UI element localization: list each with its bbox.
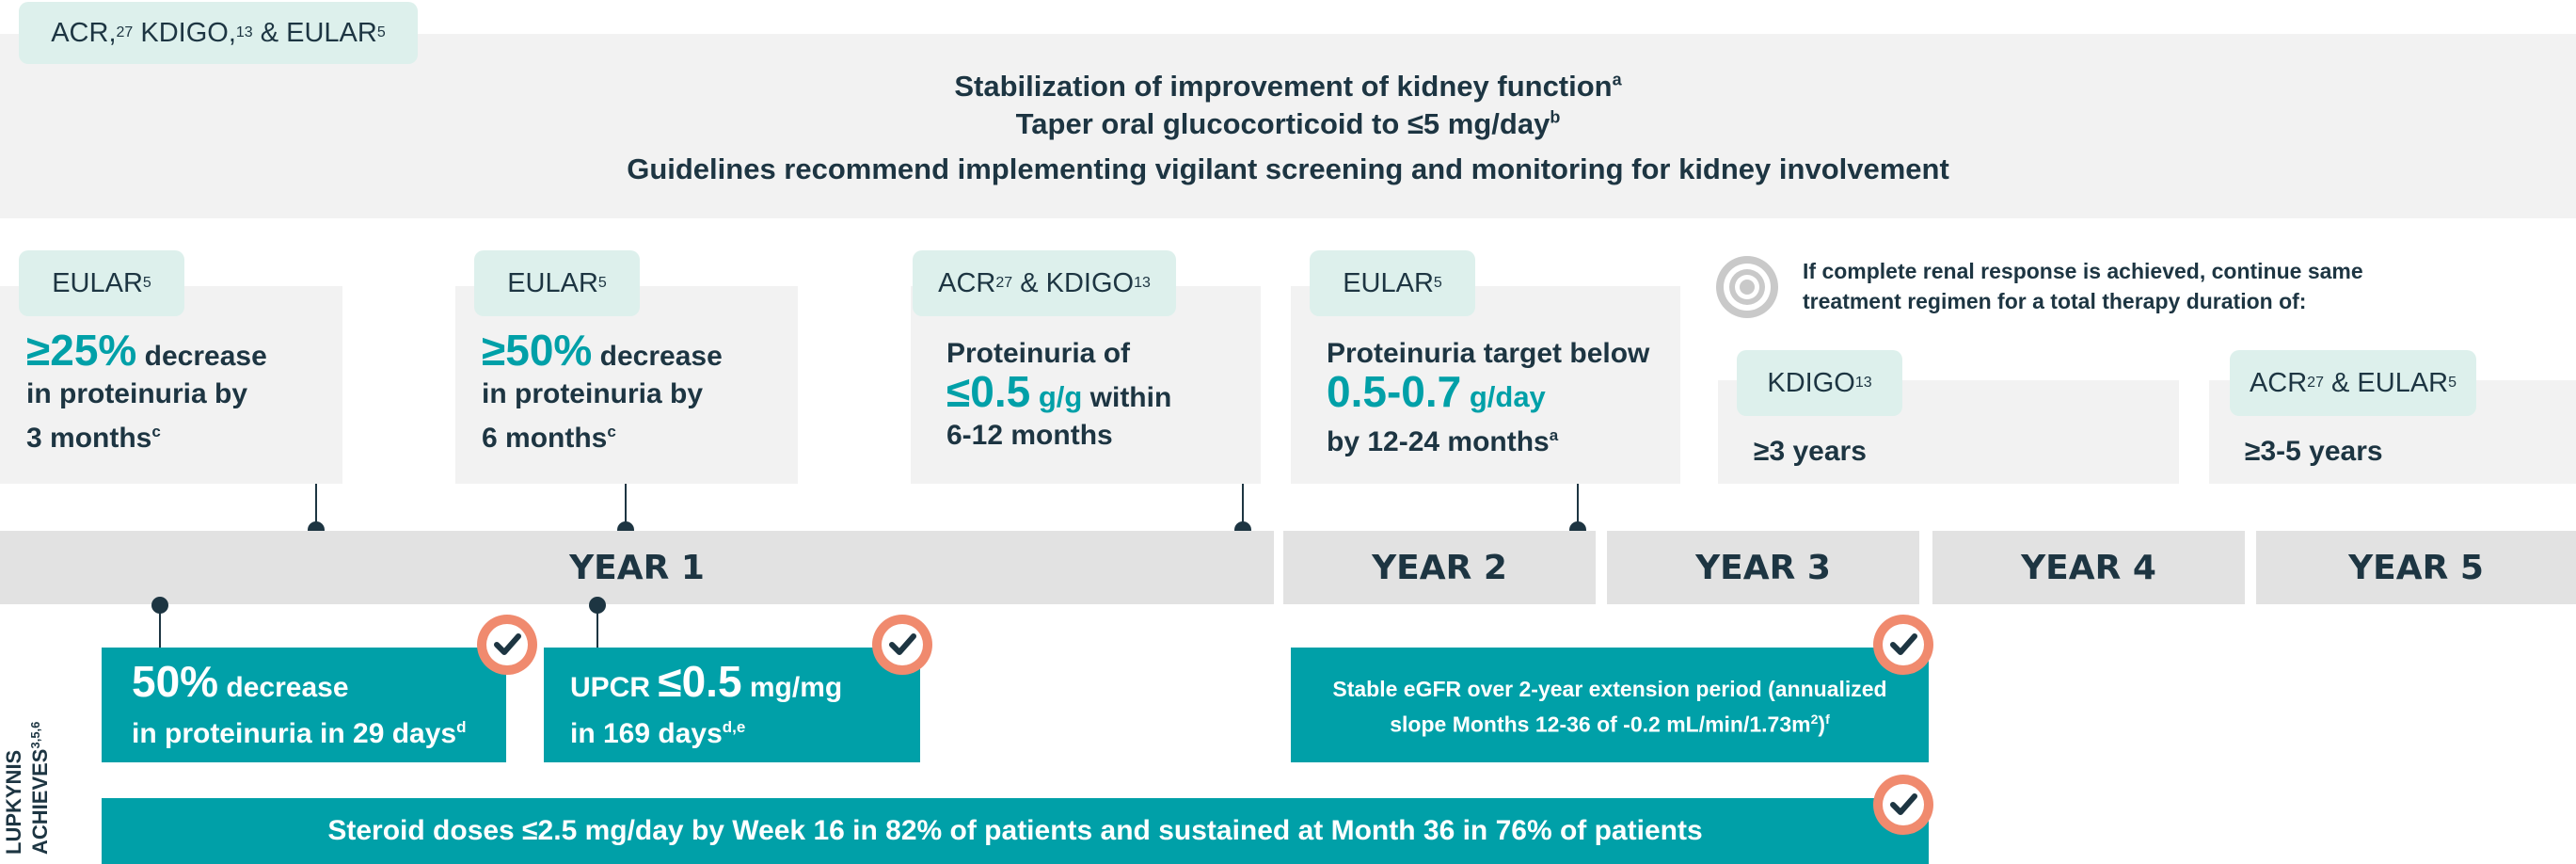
- connector-line: [1242, 484, 1244, 527]
- connector-line: [596, 604, 598, 648]
- card-3-text: Proteinuria of ≤0.5 g/g within 6-12 mont…: [946, 338, 1172, 451]
- banner-line-3: Guidelines recommend implementing vigila…: [627, 152, 1949, 185]
- achievement-box-4: Steroid doses ≤2.5 mg/day by Week 16 in …: [102, 798, 1929, 864]
- check-badge-icon: [1872, 774, 1934, 836]
- target-card-2: [455, 286, 798, 484]
- connector-line: [315, 484, 317, 527]
- target-icon: [1714, 254, 1780, 320]
- duration-tag-acr-eular: ACR 27 & EULAR 5: [2230, 350, 2476, 416]
- banner-line-1: Stabilization of improvement of kidney f…: [954, 70, 1622, 103]
- svg-text:LUPKYNIS: LUPKYNIS: [2, 750, 25, 855]
- achievement-box-2: UPCR ≤0.5 mg/mg in 169 daysd,e: [544, 648, 920, 762]
- target-card-3: [911, 286, 1261, 484]
- lupkynis-achieves-label: LUPKYNIS ACHIEVES3,5,6: [0, 676, 85, 855]
- year-3-segment: YEAR 3: [1607, 531, 1919, 604]
- connector-line: [625, 484, 627, 527]
- year-2-segment: YEAR 2: [1283, 531, 1596, 604]
- top-guideline-tag: ACR, 27 KDIGO, 13 & EULAR 5: [19, 2, 418, 64]
- card-2-text: ≥50% decrease in proteinuria by 6 months…: [482, 326, 723, 454]
- connector-line: [159, 604, 161, 648]
- card-3-tag: ACR 27 & KDIGO 13: [913, 250, 1176, 316]
- card-4-tag: EULAR 5: [1310, 250, 1475, 316]
- banner-line-2: Taper oral glucocorticoid to ≤5 mg/dayb: [1015, 107, 1561, 140]
- achievement-box-1: 50% decrease in proteinuria in 29 daysd: [102, 648, 506, 762]
- renal-response-note: If complete renal response is achieved, …: [1803, 259, 2363, 313]
- target-card-1: [0, 286, 342, 484]
- card-4-text: Proteinuria target below 0.5-0.7 g/day b…: [1327, 338, 1650, 457]
- guidelines-banner: [0, 34, 2576, 218]
- achievement-box-3: Stable eGFR over 2-year extension period…: [1291, 648, 1929, 762]
- svg-text:ACHIEVES3,5,6: ACHIEVES3,5,6: [28, 722, 52, 855]
- card-1-tag: EULAR 5: [19, 250, 184, 316]
- year-1-segment: YEAR 1: [0, 531, 1274, 604]
- year-4-segment: YEAR 4: [1932, 531, 2245, 604]
- duration-value-kdigo: ≥3 years: [1754, 436, 1867, 467]
- check-badge-icon: [1872, 614, 1934, 676]
- check-badge-icon: [476, 614, 538, 676]
- card-2-tag: EULAR 5: [474, 250, 640, 316]
- target-card-4: [1291, 286, 1680, 484]
- duration-tag-kdigo: KDIGO 13: [1737, 350, 1902, 416]
- connector-line: [1577, 484, 1579, 527]
- card-1-text: ≥25% decrease in proteinuria by 3 months…: [26, 326, 267, 454]
- year-5-segment: YEAR 5: [2256, 531, 2576, 604]
- check-badge-icon: [871, 614, 933, 676]
- duration-value-acr-eular: ≥3-5 years: [2245, 436, 2383, 467]
